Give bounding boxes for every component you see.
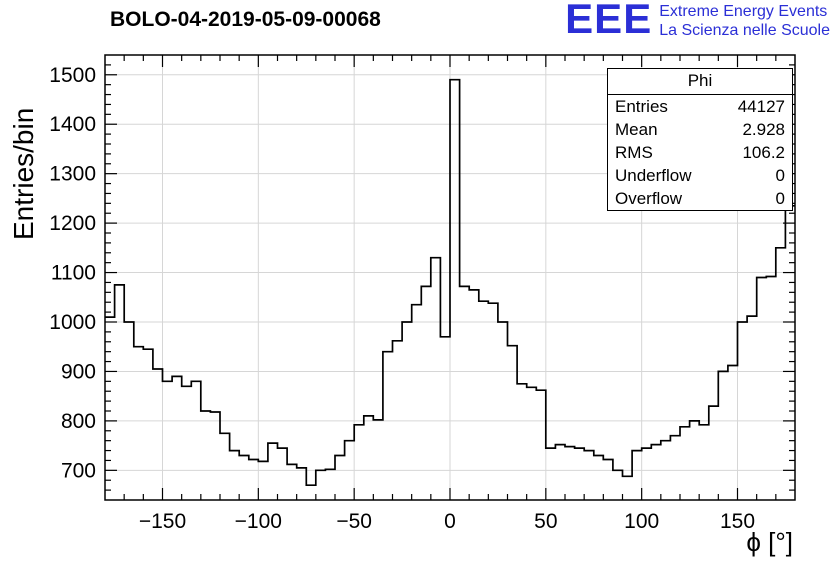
svg-text:1200: 1200 — [49, 212, 96, 235]
stats-label: Mean — [615, 120, 658, 139]
eee-logo-subtitle: Extreme Energy Events La Scienza nelle S… — [659, 1, 830, 41]
svg-text:−150: −150 — [139, 510, 186, 533]
svg-text:900: 900 — [61, 360, 96, 383]
stats-label: Overflow — [615, 189, 683, 208]
stats-value: 106.2 — [742, 143, 785, 162]
svg-text:700: 700 — [61, 459, 96, 482]
stats-value: 2.928 — [742, 120, 785, 139]
svg-text:1400: 1400 — [49, 113, 96, 136]
svg-text:0: 0 — [444, 510, 456, 533]
stats-row-mean: Mean 2.928 — [608, 118, 792, 141]
svg-text:−100: −100 — [235, 510, 282, 533]
stats-value: 0 — [775, 166, 785, 185]
plot-title: BOLO-04-2019-05-09-00068 — [110, 8, 381, 31]
stats-row-underflow: Underflow 0 — [608, 164, 792, 187]
stats-label: Underflow — [615, 166, 692, 185]
logo-line2: La Scienza nelle Scuole — [659, 21, 830, 39]
svg-text:1100: 1100 — [51, 262, 96, 285]
svg-text:50: 50 — [534, 510, 557, 533]
logo-line1: Extreme Energy Events — [659, 3, 828, 20]
svg-text:150: 150 — [720, 510, 755, 533]
stats-title: Phi — [608, 69, 792, 95]
stats-label: Entries — [615, 97, 668, 116]
svg-text:100: 100 — [624, 510, 659, 533]
eee-logo: EEE Extreme Energy Events La Scienza nel… — [565, 0, 830, 42]
svg-text:1500: 1500 — [49, 64, 96, 87]
axis-titles: Entries/bin ϕ [°] — [8, 108, 793, 557]
stats-row-overflow: Overflow 0 — [608, 187, 792, 210]
svg-text:1300: 1300 — [49, 163, 96, 186]
x-axis-title: ϕ [°] — [746, 527, 793, 557]
y-axis-title: Entries/bin — [8, 108, 39, 240]
histogram-step-line — [105, 78, 795, 487]
stats-value: 44127 — [737, 97, 785, 116]
stats-row-entries: Entries 44127 — [608, 95, 792, 118]
stats-label: RMS — [615, 143, 653, 162]
stats-box: Phi Entries 44127 Mean 2.928 RMS 106.2 U… — [607, 68, 793, 211]
svg-text:−50: −50 — [336, 510, 372, 533]
tick-labels: −150 −100 −50 0 50 100 150 700 800 900 1000 1100 120… — [49, 64, 755, 533]
stats-row-rms: RMS 106.2 — [608, 141, 792, 164]
svg-text:1000: 1000 — [49, 311, 96, 334]
svg-text:800: 800 — [61, 410, 96, 433]
stats-value: 0 — [775, 189, 785, 208]
eee-logo-text: EEE — [565, 0, 653, 42]
